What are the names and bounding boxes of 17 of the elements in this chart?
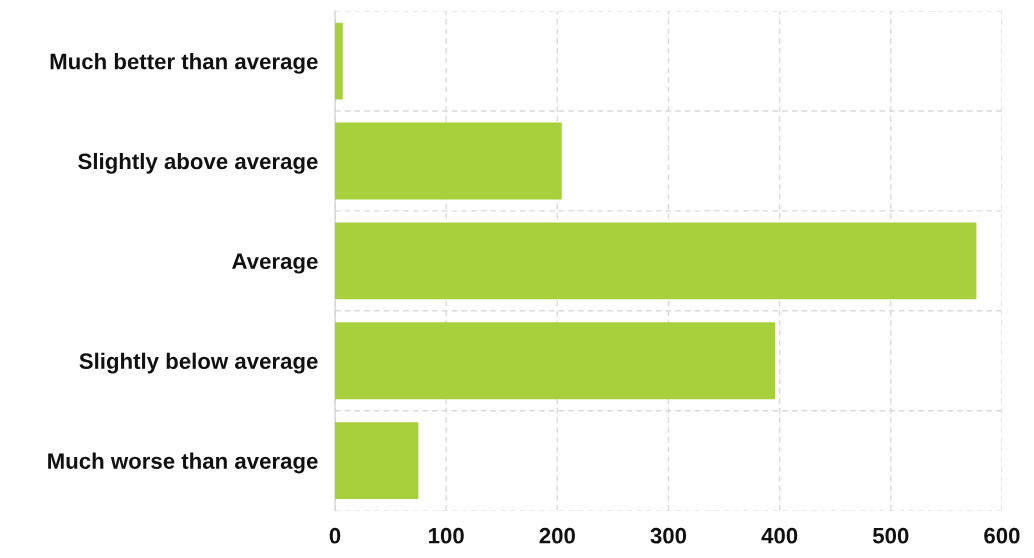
bar [335,22,343,100]
y-tick-label: Slightly above average [78,152,318,174]
bar [335,422,419,500]
y-tick-label: Much better than average [50,53,318,74]
x-tick-label: 600 [984,527,1020,544]
y-tick-label: Much worse than average [48,452,318,474]
x-tick-label: 100 [429,527,464,544]
y-tick-label: Average [232,253,318,274]
x-tick-label: 0 [329,527,341,544]
bar [335,322,776,400]
x-tick-label: 200 [539,527,575,544]
bar [335,222,977,300]
bar [335,122,562,200]
x-tick-label: 400 [761,527,798,544]
x-tick-label: 300 [650,527,687,544]
y-tick-label: Slightly below average [79,352,318,374]
x-tick-label: 500 [872,527,909,544]
